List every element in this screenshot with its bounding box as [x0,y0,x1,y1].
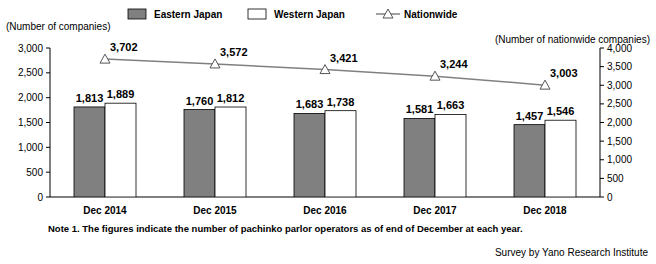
bar [215,107,246,197]
chart: 0 500 1,000 1,500 2,000 2,500 3,000 0 500 1,000 1,… [0,0,656,264]
marker [210,59,220,68]
y-tick [46,72,50,73]
bar [105,103,136,197]
y2-tick-label: 500 [607,173,624,184]
y-tick [46,172,50,173]
data-label: 3,003 [550,67,578,79]
legend-label: Eastern Japan [154,9,222,20]
legend-label: Nationwide [404,9,458,20]
y2-axis-label: (Number of nationwide companies) [495,34,650,45]
y-tick-label: 500 [26,167,43,178]
y2-tick-label: 2,500 [607,98,632,109]
x-tick-label: Dec 2017 [413,205,457,216]
source: Survey by Yano Research Institute [495,247,648,258]
y2-tick [600,103,604,104]
bar [325,111,356,197]
data-label: 3,702 [110,41,138,53]
labels: 1,813 1,760 1,683 1,581 1,457 1,889 1,812 1,738… [76,41,578,122]
x-tick-label: Dec 2016 [303,205,347,216]
y-tick-label: 3,000 [18,43,43,54]
y-tick [46,122,50,123]
x-tick-label: Dec 2015 [193,205,237,216]
y2-tick [600,122,604,123]
y-tick-label: 2,500 [18,67,43,78]
y2-tick [600,178,604,179]
legend-swatch [128,9,146,19]
y2-tick-label: 2,000 [607,117,632,128]
legend-swatch [248,9,266,19]
plot [74,54,576,197]
bar [404,118,435,197]
data-label: 3,421 [330,52,358,64]
y-tick [46,147,50,148]
y2-tick [600,66,604,67]
y2-tick [600,159,604,160]
legend: Eastern Japan Western Japan Nationwide [128,9,458,20]
data-label: 1,812 [217,92,245,104]
data-label: 1,738 [327,96,355,108]
bar [545,120,576,197]
data-label: 1,683 [296,98,324,110]
y2-tick [600,141,604,142]
y2-tick-label: 0 [607,192,613,203]
legend-label: Western Japan [274,9,345,20]
data-label: 1,457 [516,110,544,122]
y-tick-label: 0 [37,192,43,203]
y-tick-label: 2,000 [18,92,43,103]
data-label: 3,244 [440,58,468,70]
note: Note 1. The figures indicate the number … [48,223,523,234]
y2-tick-label: 3,000 [607,80,632,91]
bar [294,113,325,197]
marker [430,71,440,80]
x-tick-label: Dec 2018 [523,205,567,216]
data-label: 1,889 [107,88,135,100]
y-axis-label: (Number of companies) [6,21,110,32]
line [105,59,545,85]
bar [514,125,545,197]
y2-tick [600,85,604,86]
y2-tick-label: 3,500 [607,61,632,72]
marker [320,65,330,74]
bar [74,107,105,197]
y2-tick [600,197,604,198]
y-tick-label: 1,500 [18,117,43,128]
marker [540,80,550,89]
bar [184,110,215,197]
y-tick [46,48,50,49]
data-label: 1,663 [437,99,465,111]
marker [100,54,110,63]
data-label: 3,572 [220,46,248,58]
data-label: 1,760 [186,95,214,107]
y-tick [46,97,50,98]
legend-marker [383,9,393,18]
data-label: 1,581 [406,103,434,115]
y-tick-label: 1,000 [18,142,43,153]
y2-tick-label: 1,500 [607,136,632,147]
x-tick-label: Dec 2014 [83,205,127,216]
y2-tick-label: 1,000 [607,154,632,165]
bar [435,114,466,197]
data-label: 1,813 [76,92,104,104]
data-label: 1,546 [547,105,575,117]
y2-tick [600,48,604,49]
y-tick [46,197,50,198]
